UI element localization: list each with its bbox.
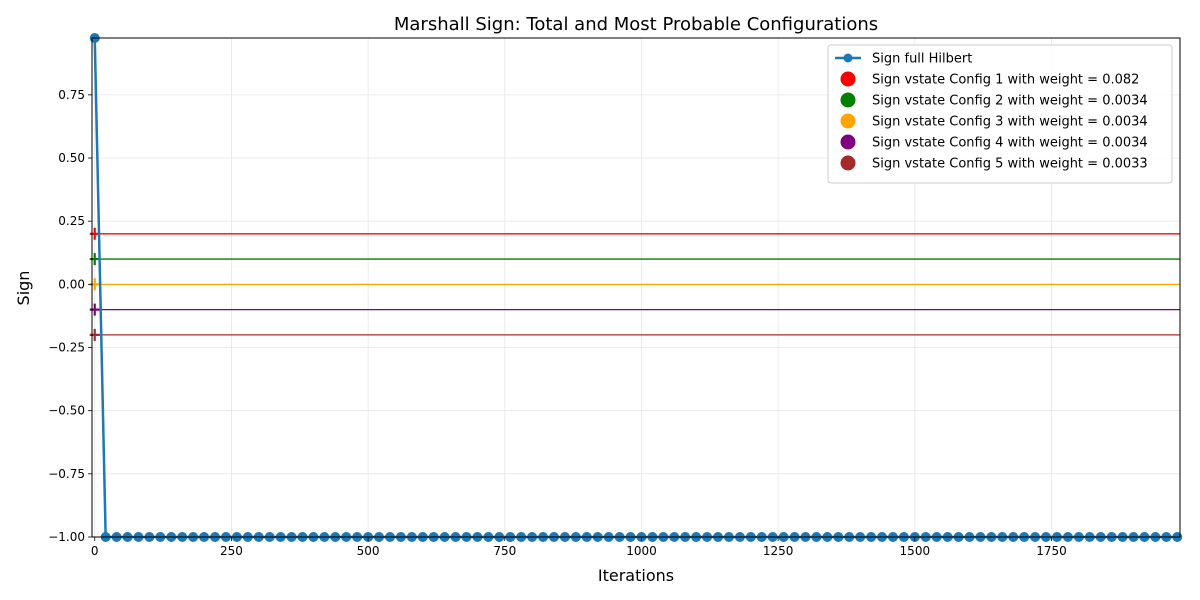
- x-axis-label: Iterations: [598, 566, 674, 585]
- legend-label: Sign vstate Config 1 with weight = 0.082: [872, 73, 1139, 88]
- y-tick-label: 0.25: [58, 214, 85, 228]
- plot-frame: [91, 37, 1181, 538]
- legend-dot-swatch: [840, 113, 856, 129]
- config-start-marker: [89, 328, 100, 341]
- legend-label: Sign vstate Config 3 with weight = 0.003…: [872, 115, 1148, 130]
- config-start-marker: [89, 253, 100, 266]
- legend-label: Sign vstate Config 2 with weight = 0.003…: [872, 94, 1148, 109]
- legend-dot-swatch: [840, 155, 856, 171]
- y-axis-label: Sign: [14, 271, 33, 306]
- y-tick-label: 0.00: [58, 277, 85, 291]
- x-tick-label: 500: [357, 544, 380, 558]
- legend: Sign full Hilbert Sign vstate Config 1 wi…: [827, 44, 1173, 184]
- x-tick-label: 250: [220, 544, 243, 558]
- config-lines: [89, 227, 1180, 341]
- config-start-marker: [89, 303, 100, 316]
- y-tick-label: −0.50: [48, 404, 85, 418]
- x-tick-label: 1250: [763, 544, 794, 558]
- legend-dot-swatch: [840, 92, 856, 108]
- legend-label: Sign full Hilbert: [872, 52, 972, 67]
- legend-marker: [843, 53, 853, 63]
- legend-label: Sign vstate Config 5 with weight = 0.003…: [872, 157, 1148, 172]
- x-tick-label: 1750: [1036, 544, 1067, 558]
- legend-dot-swatch: [840, 134, 856, 150]
- x-tick-label: 0: [91, 544, 99, 558]
- legend-dot-swatch: [840, 71, 856, 87]
- y-tick-label: −0.75: [48, 467, 85, 481]
- y-tick-label: −1.00: [48, 530, 85, 544]
- x-tick-label: 750: [493, 544, 516, 558]
- y-axis-ticks: −1.00 −0.75 −0.50 −0.25 0.00 0.25 0.50 0.75: [48, 88, 92, 544]
- x-tick-label: 1000: [626, 544, 657, 558]
- legend-box: [827, 44, 1173, 184]
- x-axis-ticks: 0 250 500 750 1000 1250 1500 1750: [91, 537, 1067, 558]
- y-tick-label: −0.25: [48, 341, 85, 355]
- chart-title: Marshall Sign: Total and Most Probable C…: [394, 14, 878, 35]
- y-tick-label: 0.75: [58, 88, 85, 102]
- y-tick-label: 0.50: [58, 151, 85, 165]
- x-tick-label: 1500: [900, 544, 931, 558]
- legend-label: Sign vstate Config 4 with weight = 0.003…: [872, 136, 1148, 151]
